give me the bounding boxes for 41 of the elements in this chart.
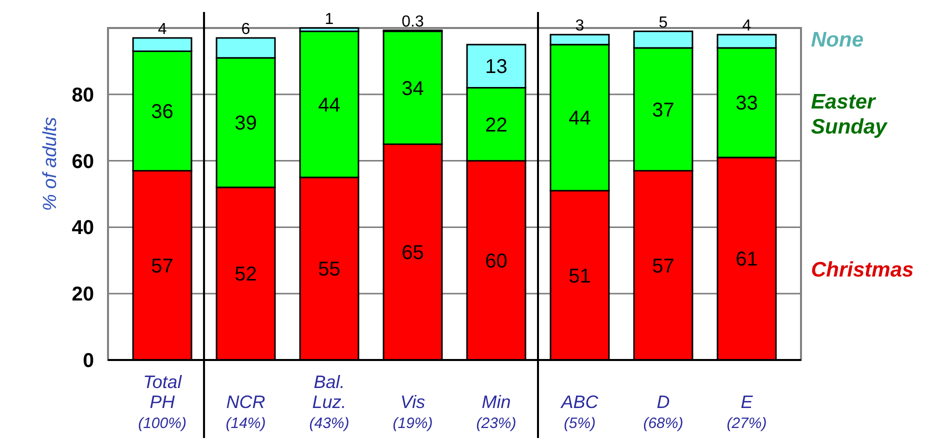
y-tick-label: 0 bbox=[82, 350, 94, 372]
data-label: 57 bbox=[151, 255, 174, 278]
x-tick-label: Vis (19%) bbox=[392, 392, 433, 432]
data-label: 37 bbox=[652, 99, 674, 122]
y-tick-label: 60 bbox=[72, 150, 94, 173]
series-label: Easter Sunday bbox=[811, 90, 888, 139]
data-label: 60 bbox=[485, 250, 508, 272]
x-tick-label: Min (23%) bbox=[476, 392, 516, 432]
series-label: Christmas bbox=[811, 258, 914, 282]
data-label: 44 bbox=[318, 94, 340, 116]
data-label: 57 bbox=[652, 255, 674, 278]
data-label: 52 bbox=[234, 264, 257, 286]
data-label: 1 bbox=[324, 11, 334, 28]
data-label: 51 bbox=[568, 265, 591, 288]
y-tick-label: 80 bbox=[72, 84, 94, 106]
data-label: 36 bbox=[151, 101, 174, 123]
x-tick-label: ABC (5%) bbox=[560, 392, 600, 432]
data-label: 5 bbox=[658, 14, 668, 32]
data-label: 39 bbox=[234, 112, 257, 135]
data-label: 34 bbox=[402, 78, 424, 100]
data-label: 0.3 bbox=[402, 13, 424, 30]
x-tick-label: D (68%) bbox=[643, 392, 684, 432]
x-tick-label: Total PH (100%) bbox=[138, 372, 186, 432]
series-label: None bbox=[811, 28, 864, 52]
y-tick-label: 40 bbox=[72, 217, 94, 240]
data-label: 3 bbox=[575, 18, 584, 35]
y-tick-label: 20 bbox=[72, 284, 94, 306]
x-tick-label: E (27%) bbox=[726, 392, 767, 432]
data-label: 55 bbox=[318, 258, 340, 281]
x-tick-label: NCR (14%) bbox=[226, 392, 266, 432]
data-label: 6 bbox=[241, 20, 250, 38]
data-label: 22 bbox=[485, 114, 508, 136]
data-label: 4 bbox=[158, 20, 167, 38]
data-label: 13 bbox=[485, 56, 508, 78]
x-tick-label: Bal. Luz. (43%) bbox=[309, 372, 350, 432]
data-label: 4 bbox=[742, 18, 752, 35]
data-label: 44 bbox=[568, 108, 591, 130]
data-label: 33 bbox=[736, 92, 758, 115]
data-label: 65 bbox=[402, 242, 424, 264]
data-label: 61 bbox=[736, 248, 758, 271]
y-axis-title: % of adults bbox=[40, 116, 61, 211]
